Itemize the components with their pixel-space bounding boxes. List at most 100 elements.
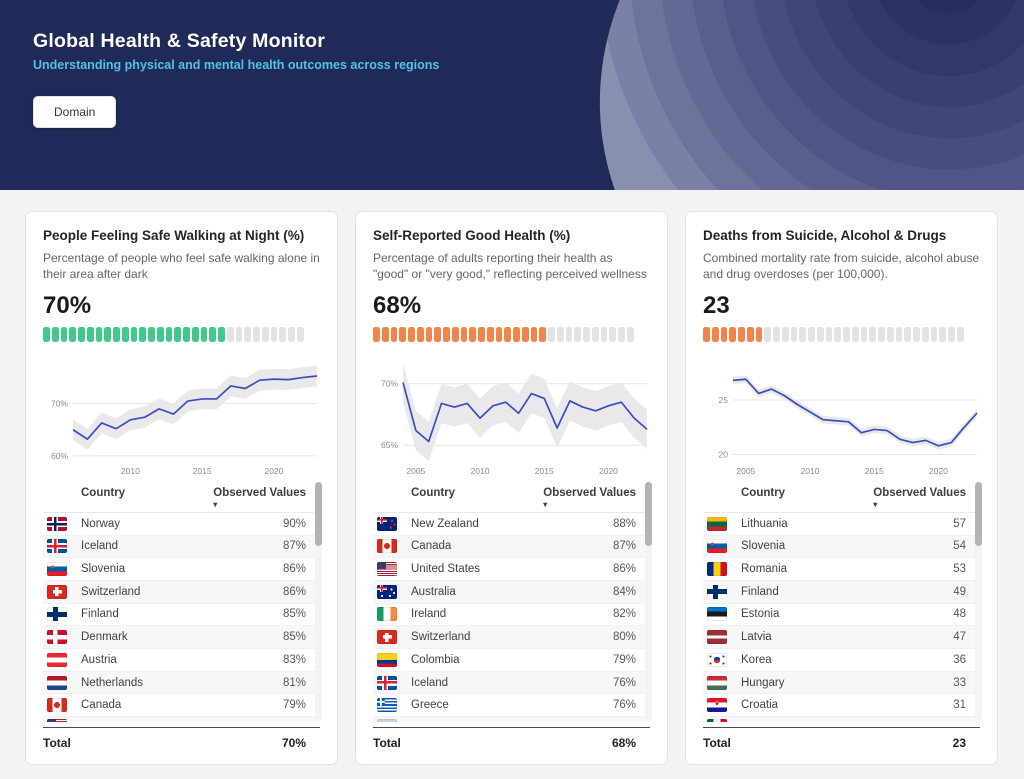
table-row[interactable]: Norway 90%: [43, 513, 320, 536]
bar-segment: [226, 326, 234, 342]
card-title: People Feeling Safe Walking at Night (%): [43, 228, 305, 243]
country-table: Country Observed Values ▾ Norway 90% Icela…: [43, 480, 322, 722]
bar-segment: [165, 326, 173, 342]
bar-segment: [738, 326, 745, 342]
total-label: Total: [43, 736, 71, 750]
country-name: Canada: [81, 699, 122, 712]
table-row[interactable]: Estonia 48: [703, 604, 980, 627]
table-row[interactable]: United States 86%: [373, 558, 650, 581]
bar-segment: [860, 326, 868, 342]
table-row[interactable]: Switzerland 80%: [373, 626, 650, 649]
bar-segment: [130, 326, 138, 342]
country-flag-icon: [47, 516, 67, 531]
bar-segment: [886, 326, 894, 342]
bar-segment: [825, 326, 833, 342]
bar-segment: [78, 326, 85, 342]
domain-button[interactable]: Domain: [33, 96, 117, 128]
table-row[interactable]: Iceland 87%: [43, 535, 320, 559]
table-row[interactable]: Canada 79%: [43, 694, 320, 718]
table-row[interactable]: Ireland 82%: [373, 604, 650, 627]
bar-segment: [720, 326, 728, 342]
table-row[interactable]: Lithuania 57: [703, 513, 980, 536]
bar-segment: [930, 326, 938, 342]
bar-segment: [591, 326, 599, 342]
observed-value: 48: [953, 608, 966, 621]
observed-value: 88%: [612, 517, 636, 530]
bar-segment: [200, 326, 208, 342]
bar-segment: [583, 326, 590, 342]
table-row[interactable]: Finland 85%: [43, 604, 320, 627]
column-header-country[interactable]: Country: [741, 486, 786, 499]
table-row[interactable]: Colombia 79%: [373, 649, 650, 672]
sort-descending-icon: ▾: [213, 499, 218, 509]
column-header-observed-values[interactable]: Observed Values ▾: [873, 487, 966, 509]
observed-value: 53: [953, 563, 966, 576]
bar-segment: [513, 326, 520, 342]
table-row[interactable]: Switzerland 86%: [43, 580, 320, 604]
column-header-observed-values[interactable]: Observed Values ▾: [543, 487, 636, 509]
bar-segment: [626, 326, 634, 342]
table-row[interactable]: Australia 84%: [373, 580, 650, 604]
bar-segment: [773, 326, 780, 342]
table-rows: Lithuania 57 Slovenia 54 Romania 53 Finland 49 E…: [703, 513, 980, 722]
country-name: Australia: [411, 585, 456, 598]
country-flag-icon: [707, 652, 727, 667]
bar-segment: [148, 326, 155, 342]
total-value: 23: [952, 736, 966, 750]
table-row[interactable]: Greece 76%: [373, 694, 650, 718]
table-row[interactable]: New Zealand 88%: [373, 513, 650, 536]
country-flag-icon: [47, 698, 67, 713]
scrollbar-thumb[interactable]: [315, 481, 322, 546]
table-row[interactable]: Austria 83%: [43, 649, 320, 672]
bar-segment: [460, 326, 468, 342]
column-header-label: Observed Values: [213, 486, 306, 499]
table-row[interactable]: Canada 87%: [373, 535, 650, 559]
bar-segment: [60, 326, 68, 342]
observed-value: 80%: [612, 631, 636, 644]
table-row[interactable]: Iceland 76%: [373, 671, 650, 695]
table-row[interactable]: Korea 36: [703, 649, 980, 672]
country-name: Finland: [81, 608, 119, 621]
table-row[interactable]: Slovenia 86%: [43, 558, 320, 581]
page-title: Global Health & Safety Monitor: [33, 30, 326, 52]
scrollbar-thumb[interactable]: [975, 481, 982, 546]
table-row[interactable]: Netherlands 81%: [43, 671, 320, 695]
observed-value: 79%: [282, 699, 306, 712]
svg-text:65%: 65%: [381, 440, 398, 450]
table-row[interactable]: Finland 49: [703, 580, 980, 604]
bar-segment: [95, 326, 103, 342]
trend-chart: 70% 65% 2005 2010 2015 2020: [373, 356, 650, 478]
table-row[interactable]: Latvia 47: [703, 626, 980, 649]
country-flag-icon: [707, 562, 727, 577]
bar-segment: [878, 326, 885, 342]
country-name: United States: [411, 563, 481, 576]
column-header-observed-values[interactable]: Observed Values ▾: [213, 486, 306, 509]
column-header-country[interactable]: Country: [411, 486, 456, 499]
column-header-country[interactable]: Country: [81, 486, 126, 499]
bar-segment: [43, 326, 50, 342]
table-row[interactable]: Romania 53: [703, 558, 980, 581]
bar-segment: [408, 326, 415, 342]
bar-segment: [51, 326, 59, 342]
observed-value: 87%: [612, 540, 636, 553]
bar-segment: [113, 326, 120, 342]
country-flag-icon: [377, 675, 397, 690]
card-title: Deaths from Suicide, Alcohol & Drugs: [703, 228, 947, 243]
observed-value: 76%: [612, 699, 636, 712]
scrollbar-thumb[interactable]: [645, 481, 652, 546]
country-flag-icon: [377, 698, 397, 713]
table-row[interactable]: Slovenia 54: [703, 535, 980, 559]
table-row-partial: [373, 717, 650, 722]
bar-segment: [781, 326, 789, 342]
country-flag-icon: [377, 607, 397, 622]
country-flag-icon: [707, 516, 727, 531]
bar-segment: [808, 326, 815, 342]
table-row[interactable]: Hungary 33: [703, 671, 980, 695]
bar-segment: [296, 326, 304, 342]
bar-segment: [703, 326, 710, 342]
total-label: Total: [373, 736, 401, 750]
table-row[interactable]: Croatia 31: [703, 694, 980, 718]
bar-segment: [948, 326, 955, 342]
country-flag-icon: [47, 652, 67, 667]
table-row[interactable]: Denmark 85%: [43, 626, 320, 649]
